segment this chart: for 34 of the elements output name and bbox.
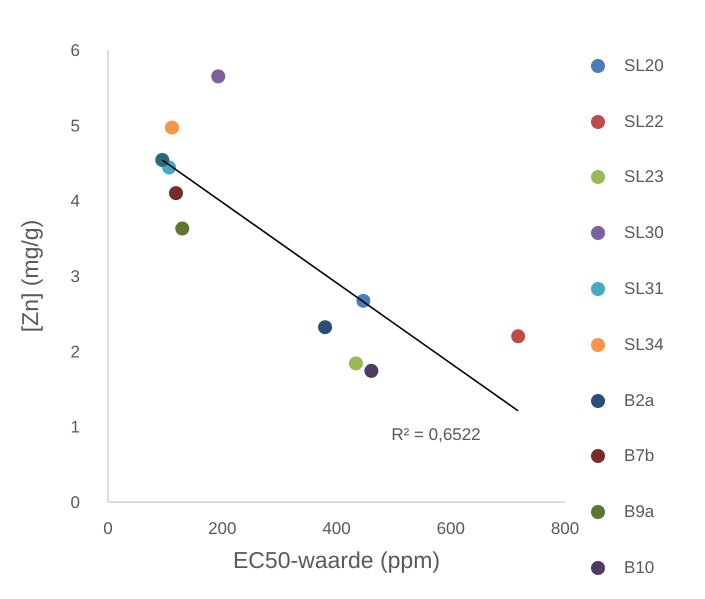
- point: [364, 364, 378, 378]
- legend-label: SL23: [624, 167, 664, 188]
- legend-label: B9a: [624, 502, 654, 522]
- y-tick-label: 1: [70, 418, 80, 437]
- legend-label: SL30: [624, 223, 664, 244]
- legend-label: SL20: [624, 56, 664, 76]
- point: [511, 329, 526, 344]
- x-tick-label: 0: [103, 519, 113, 538]
- legend-label: SL22: [624, 112, 664, 132]
- x-tick-label: 200: [208, 519, 236, 538]
- legend-label: B10: [624, 558, 654, 578]
- y-tick-label: 4: [70, 192, 80, 211]
- legend-label: SL31: [624, 279, 664, 300]
- point: [318, 320, 332, 334]
- point: [155, 152, 170, 167]
- annotation: R² = 0,6522: [391, 425, 481, 446]
- legend-label: B2a: [624, 390, 654, 411]
- y-tick-label: 0: [70, 493, 80, 512]
- x-tick-label: 400: [322, 519, 351, 538]
- y-axis-title: [Zn] (mg/g): [17, 220, 44, 332]
- y-tick-label: 6: [70, 41, 80, 60]
- x-tick-label: 800: [550, 519, 580, 538]
- point: [168, 186, 183, 200]
- x-axis-title: EC50-waarde (ppm): [232, 547, 440, 573]
- legend-label: B7b: [624, 446, 654, 466]
- y-tick-label: 5: [70, 116, 80, 136]
- legend-label: SL34: [624, 334, 664, 355]
- point: [164, 120, 179, 135]
- point: [348, 356, 363, 370]
- y-tick-label: 2: [70, 342, 80, 362]
- point: [211, 69, 226, 84]
- x-tick-label: 600: [436, 519, 465, 538]
- point: [175, 222, 190, 236]
- y-tick-label: 3: [70, 267, 80, 286]
